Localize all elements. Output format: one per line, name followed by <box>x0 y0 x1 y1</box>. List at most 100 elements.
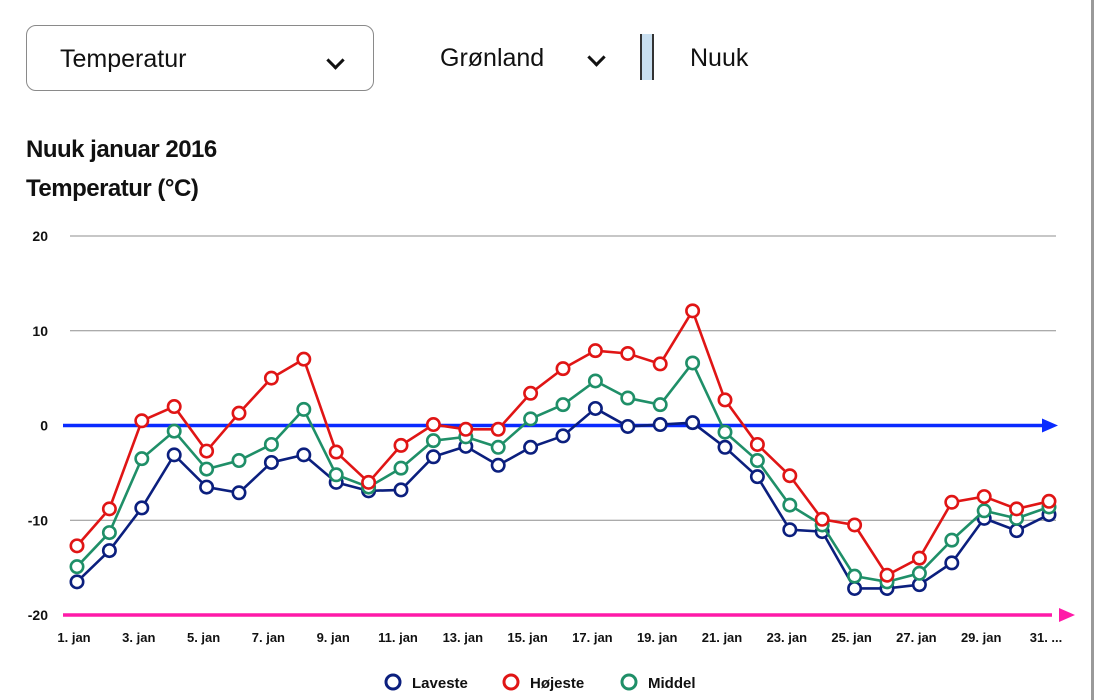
city-select[interactable]: Nuuk <box>690 44 749 72</box>
data-point <box>652 397 668 413</box>
data-point <box>587 343 603 359</box>
data-point <box>425 433 441 449</box>
legend-marker <box>502 673 520 691</box>
data-point <box>101 543 117 559</box>
data-point <box>134 413 150 429</box>
x-tick-label: 31. ... <box>1030 630 1063 645</box>
series-line <box>76 361 1050 584</box>
data-point <box>231 405 247 421</box>
data-point <box>101 501 117 517</box>
x-tick-label: 13. jan <box>443 630 484 645</box>
legend-label: Laveste <box>412 675 468 692</box>
data-point <box>425 449 441 465</box>
data-point <box>166 447 182 463</box>
data-point <box>199 443 215 459</box>
data-point <box>69 574 85 590</box>
parameter-select[interactable]: Temperatur <box>26 25 374 91</box>
data-point <box>1041 493 1057 509</box>
legend-marker <box>384 673 402 691</box>
y-tick-label: -10 <box>28 512 48 528</box>
data-point <box>101 525 117 541</box>
x-tick-label: 25. jan <box>831 630 872 645</box>
data-point <box>231 485 247 501</box>
data-point <box>69 538 85 554</box>
x-tick-label: 21. jan <box>702 630 743 645</box>
data-point <box>523 411 539 427</box>
data-point <box>847 568 863 584</box>
data-point <box>1009 501 1025 517</box>
data-point <box>911 550 927 566</box>
data-point <box>782 497 798 513</box>
data-point <box>944 494 960 510</box>
data-point <box>620 418 636 434</box>
y-tick-label: 10 <box>32 323 48 339</box>
x-tick-label: 27. jan <box>896 630 937 645</box>
data-point <box>717 392 733 408</box>
data-point <box>490 421 506 437</box>
data-point <box>555 361 571 377</box>
data-point <box>717 439 733 455</box>
data-point <box>263 370 279 386</box>
legend-marker <box>620 673 638 691</box>
data-point <box>263 454 279 470</box>
data-point <box>620 390 636 406</box>
data-point <box>782 468 798 484</box>
data-point <box>166 423 182 439</box>
y-axis-label: Temperatur (°C) <box>26 175 199 202</box>
data-point <box>944 532 960 548</box>
data-point <box>976 489 992 505</box>
data-point <box>879 567 895 583</box>
data-point <box>458 421 474 437</box>
chart-title: Nuuk januar 2016 <box>26 136 217 163</box>
window-edge <box>1091 0 1094 700</box>
data-point <box>555 397 571 413</box>
data-point <box>328 444 344 460</box>
data-point <box>749 469 765 485</box>
x-tick-label: 1. jan <box>57 630 90 645</box>
data-point <box>1009 523 1025 539</box>
arrow-head-icon <box>1059 608 1075 622</box>
data-point <box>296 447 312 463</box>
data-point <box>393 460 409 476</box>
data-point <box>976 503 992 519</box>
y-tick-label: 0 <box>40 418 48 434</box>
data-point <box>393 482 409 498</box>
data-point <box>296 401 312 417</box>
data-point <box>911 565 927 581</box>
x-tick-label: 5. jan <box>187 630 220 645</box>
separator-handle[interactable] <box>640 34 654 80</box>
data-point <box>134 451 150 467</box>
data-point <box>782 522 798 538</box>
arrow-head-icon <box>1042 418 1058 433</box>
data-point <box>425 417 441 433</box>
country-select[interactable]: Grønland <box>440 32 615 82</box>
data-point <box>847 580 863 596</box>
x-tick-label: 3. jan <box>122 630 155 645</box>
parameter-select-value: Temperatur <box>60 45 187 73</box>
data-point <box>944 555 960 571</box>
x-tick-label: 17. jan <box>572 630 613 645</box>
data-point <box>814 511 830 527</box>
data-point <box>717 424 733 440</box>
data-point <box>263 436 279 452</box>
data-point <box>490 439 506 455</box>
x-tick-label: 15. jan <box>507 630 548 645</box>
x-tick-label: 23. jan <box>767 630 808 645</box>
x-tick-label: 9. jan <box>317 630 350 645</box>
country-select-value: Grønland <box>440 44 545 72</box>
x-tick-label: 29. jan <box>961 630 1002 645</box>
data-point <box>361 474 377 490</box>
data-point <box>652 417 668 433</box>
data-point <box>69 559 85 575</box>
data-point <box>199 479 215 495</box>
data-point <box>685 303 701 319</box>
data-point <box>685 415 701 431</box>
y-tick-label: -20 <box>28 607 48 623</box>
data-point <box>199 461 215 477</box>
data-point <box>134 500 150 516</box>
data-point <box>847 517 863 533</box>
y-tick-label: 20 <box>32 228 48 244</box>
data-point <box>749 436 765 452</box>
